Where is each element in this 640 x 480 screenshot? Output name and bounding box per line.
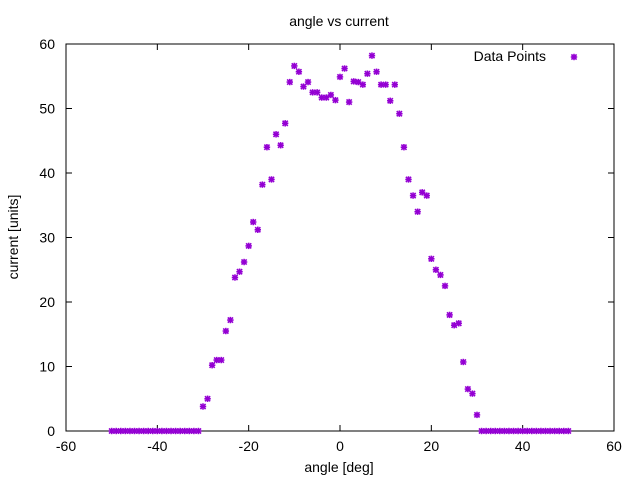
- data-point: [286, 78, 293, 86]
- data-point: [441, 282, 449, 290]
- data-point: [345, 98, 353, 106]
- data-point: [282, 120, 289, 127]
- data-point: [428, 255, 435, 262]
- data-point: [259, 181, 266, 188]
- data-point: [464, 385, 472, 393]
- x-axis: -60 -40 -20 0 20 40 60: [56, 44, 622, 454]
- data-point: [396, 110, 403, 117]
- data-points: [108, 52, 572, 435]
- y-tick-label: 50: [39, 101, 55, 117]
- data-point: [254, 226, 261, 233]
- data-point: [460, 358, 467, 366]
- data-point: [195, 427, 202, 435]
- data-point: [341, 65, 348, 72]
- x-tick-label: -60: [56, 438, 76, 454]
- data-point: [245, 242, 252, 250]
- legend-label: Data Points: [474, 48, 546, 64]
- y-tick-label: 30: [39, 230, 55, 246]
- data-point: [368, 52, 376, 59]
- data-point: [405, 176, 412, 183]
- data-point: [304, 78, 312, 86]
- y-axis: 0 10 20 30 40 50 60: [39, 36, 614, 439]
- legend-marker: [570, 53, 578, 61]
- y-tick-label: 0: [47, 423, 55, 439]
- data-point: [382, 81, 389, 88]
- data-point: [423, 192, 430, 199]
- data-point: [277, 142, 284, 149]
- data-point: [240, 258, 248, 266]
- data-point: [204, 395, 211, 402]
- data-point: [359, 81, 367, 88]
- data-point: [332, 96, 339, 104]
- data-point: [414, 208, 421, 215]
- x-tick-label: 20: [424, 438, 440, 454]
- data-point: [236, 268, 243, 275]
- y-tick-label: 40: [39, 165, 55, 181]
- y-tick-label: 60: [39, 36, 55, 52]
- data-point: [437, 271, 444, 279]
- data-point: [227, 316, 234, 324]
- data-point: [469, 390, 476, 397]
- data-point: [336, 73, 344, 81]
- data-point: [355, 78, 362, 86]
- data-point: [231, 274, 239, 281]
- x-axis-title: angle [deg]: [304, 459, 373, 475]
- data-point: [272, 131, 280, 138]
- data-point: [432, 266, 440, 273]
- y-axis-title: current [units]: [5, 195, 21, 280]
- y-tick-label: 20: [39, 294, 55, 310]
- data-point: [327, 91, 335, 99]
- data-point: [446, 311, 453, 319]
- data-point: [313, 89, 321, 96]
- data-point: [222, 327, 230, 335]
- x-tick-label: 0: [336, 438, 344, 454]
- y-tick-label: 10: [39, 359, 55, 375]
- data-point: [300, 83, 307, 90]
- data-point: [364, 70, 371, 77]
- legend-marker-star: [570, 53, 578, 61]
- data-point: [295, 68, 303, 75]
- x-tick-label: -20: [239, 438, 259, 454]
- data-point: [291, 62, 298, 70]
- data-point: [373, 68, 380, 75]
- x-tick-label: 40: [515, 438, 531, 454]
- data-point: [208, 362, 216, 369]
- data-point: [455, 320, 462, 327]
- data-point: [387, 97, 394, 104]
- data-point: [409, 192, 417, 199]
- data-point: [473, 411, 481, 419]
- data-point: [419, 189, 426, 196]
- data-point: [199, 403, 207, 410]
- x-tick-label: 60: [606, 438, 622, 454]
- data-point: [250, 218, 257, 226]
- chart-title: angle vs current: [289, 13, 389, 29]
- data-point: [400, 144, 408, 151]
- legend: Data Points: [474, 48, 578, 64]
- plot-frame: [65, 43, 615, 432]
- data-point: [218, 356, 225, 364]
- x-tick-label: -40: [147, 438, 167, 454]
- data-point: [565, 427, 572, 435]
- data-point: [268, 176, 275, 183]
- data-point: [391, 81, 398, 88]
- data-point: [263, 144, 271, 151]
